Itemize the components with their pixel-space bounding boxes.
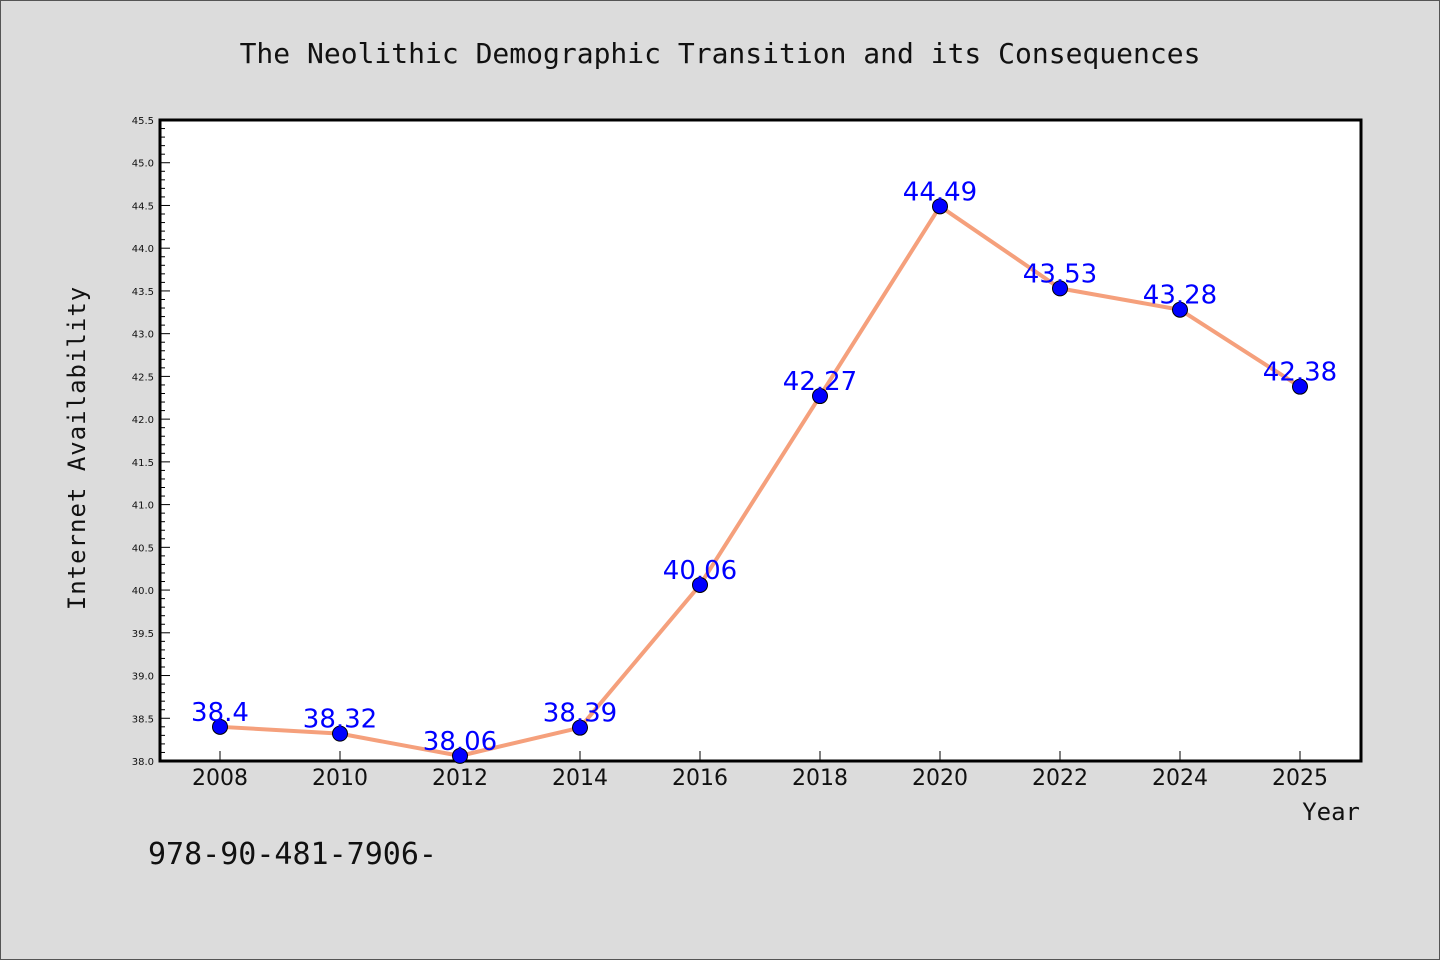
x-axis-label: Year [1302, 798, 1360, 826]
data-label: 38.39 [543, 699, 617, 729]
data-point [452, 747, 468, 764]
data-point [1292, 378, 1308, 395]
series-line [219, 204, 1302, 758]
y-tick-label: 41.5 [132, 458, 154, 469]
data-label: 42.38 [1263, 358, 1337, 388]
data-label: 38.32 [303, 705, 377, 735]
data-point [812, 388, 828, 405]
y-tick-label: 40.0 [132, 586, 154, 597]
data-point [212, 718, 228, 735]
data-point [692, 576, 708, 593]
data-point [932, 198, 948, 215]
data-label: 43.28 [1143, 281, 1217, 311]
data-label: 40.06 [663, 556, 737, 586]
x-tick-label: 2024 [1152, 766, 1208, 791]
x-tick-label: 2008 [192, 766, 248, 791]
data-label: 38.06 [423, 727, 497, 757]
x-tick-label: 2022 [1032, 766, 1088, 791]
x-tick-label: 2025 [1272, 766, 1328, 791]
data-label: 42.27 [783, 367, 857, 397]
x-tick-label: 2010 [312, 766, 368, 791]
data-label: 38.4 [191, 698, 249, 728]
data-point [1172, 301, 1188, 318]
chart-title: The Neolithic Demographic Transition and… [240, 37, 1201, 70]
y-tick-label: 44.5 [132, 201, 154, 212]
x-tick-label: 2018 [792, 766, 848, 791]
y-axis-label: Internet Availability [63, 286, 91, 610]
x-tick-label: 2014 [552, 766, 608, 791]
x-axis: 2008 2010 2012 2014 2016 2018 2020 2022 2024 2025 [192, 751, 1328, 791]
footnote-text: 978-90-481-7906- [148, 837, 437, 872]
plot-area [158, 118, 1363, 763]
y-tick-label: 42.0 [132, 415, 154, 426]
data-label: 44.49 [903, 177, 977, 207]
y-tick-label: 45.5 [132, 116, 154, 127]
series-layer [212, 198, 1308, 764]
y-tick-label: 38.0 [132, 757, 154, 768]
x-tick-label: 2016 [672, 766, 728, 791]
y-tick-label: 45.0 [132, 159, 154, 170]
data-label: 43.53 [1023, 259, 1097, 289]
y-axis: 38.0 38.5 39.0 39.5 40.0 40.5 41.0 41.5 42.0 42.5… [132, 116, 170, 768]
y-tick-label: 39.0 [132, 672, 154, 683]
y-tick-label: 39.5 [132, 629, 154, 640]
x-tick-label: 2012 [432, 766, 488, 791]
data-point [1052, 280, 1068, 297]
data-labels: 38.4 38.32 38.06 38.39 40.06 42.27 44.49 43.53 4… [191, 177, 1337, 757]
data-point [332, 725, 348, 742]
y-tick-label: 43.0 [132, 330, 154, 341]
y-tick-label: 44.0 [132, 244, 154, 255]
y-tick-label: 40.5 [132, 543, 154, 554]
y-tick-label: 43.5 [132, 287, 154, 298]
data-point [572, 719, 588, 736]
y-tick-label: 41.0 [132, 501, 154, 512]
y-tick-label: 38.5 [132, 714, 154, 725]
y-tick-label: 42.5 [132, 372, 154, 383]
x-tick-label: 2020 [912, 766, 968, 791]
